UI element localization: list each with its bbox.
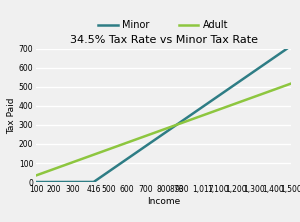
Title: 34.5% Tax Rate vs Minor Tax Rate: 34.5% Tax Rate vs Minor Tax Rate — [70, 35, 257, 45]
Minor — [152, 140, 155, 142]
Minor — [34, 181, 38, 183]
Adult — [235, 102, 238, 104]
Adult — [158, 129, 162, 132]
Y-axis label: Tax Paid: Tax Paid — [7, 97, 16, 134]
X-axis label: Income: Income — [147, 197, 180, 206]
Adult — [152, 132, 155, 135]
Adult — [34, 174, 38, 177]
Legend: Minor, Adult: Minor, Adult — [94, 16, 233, 34]
Minor — [47, 181, 51, 183]
Minor — [158, 135, 162, 138]
Minor — [282, 50, 285, 52]
Line: Minor: Minor — [36, 46, 291, 182]
Minor — [235, 82, 238, 85]
Adult — [282, 85, 285, 87]
Minor — [282, 50, 285, 52]
Adult — [289, 82, 293, 85]
Adult — [47, 169, 51, 172]
Minor — [289, 45, 293, 47]
Adult — [282, 85, 285, 88]
Line: Adult: Adult — [36, 83, 291, 175]
